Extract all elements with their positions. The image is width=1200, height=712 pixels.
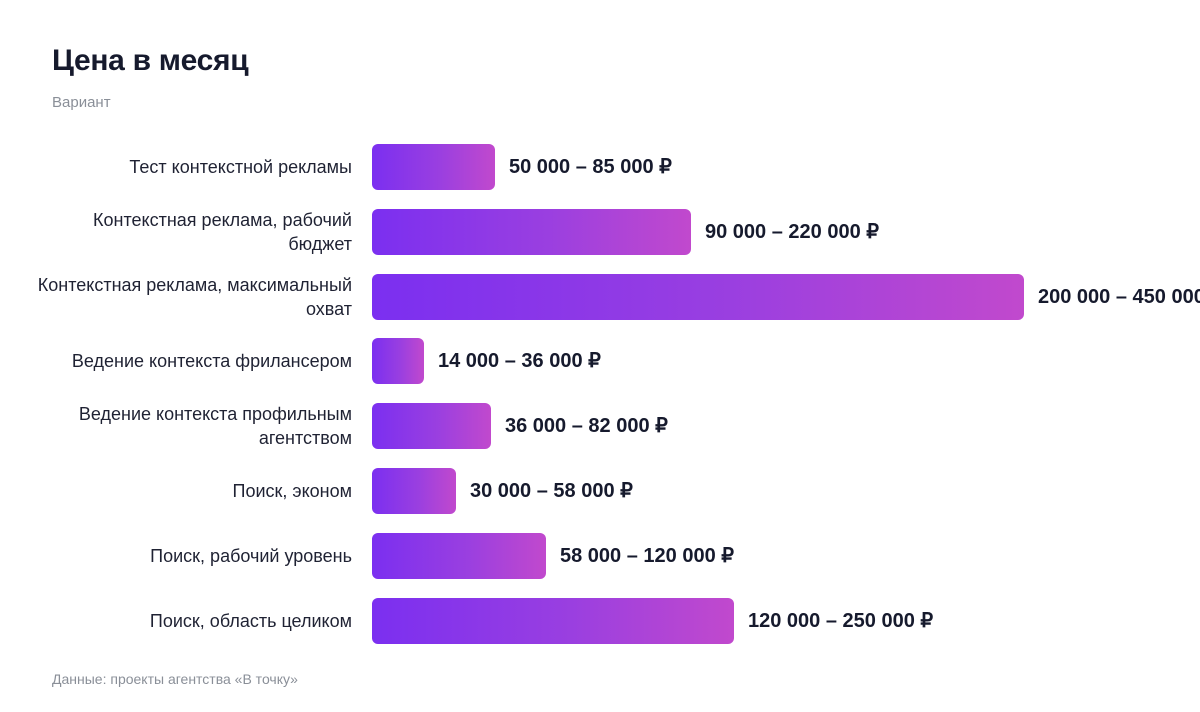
chart-source-note: Данные: проекты агентства «В точку»	[52, 671, 298, 687]
value-label: 120 000 – 250 000 ₽	[748, 609, 934, 632]
bar	[372, 532, 546, 579]
value-label: 50 000 – 85 000 ₽	[509, 156, 672, 178]
bar	[372, 273, 1024, 320]
value-label: 58 000 – 120 000 ₽	[560, 544, 734, 567]
chart-title: Цена в месяц	[52, 44, 249, 77]
bar	[372, 597, 734, 644]
bar	[372, 338, 424, 385]
category-label: Тест контекстной рекламы	[129, 157, 352, 177]
value-label: 200 000 – 450 000 ₽	[1038, 285, 1200, 308]
chart-subtitle: Вариант	[52, 94, 111, 111]
category-label: Ведение контекста фрилансером	[71, 351, 352, 372]
category-label: Поиск, рабочий уровень	[150, 545, 352, 566]
value-label: 90 000 – 220 000 ₽	[705, 220, 879, 243]
category-label: Контекстная реклама, рабочий бюджет	[93, 209, 352, 254]
category-label: Поиск, эконом	[232, 481, 352, 501]
bar	[372, 403, 491, 450]
bar	[372, 208, 691, 255]
value-label: 14 000 – 36 000 ₽	[438, 350, 601, 373]
category-label: Контекстная реклама, максимальный охват	[37, 274, 352, 319]
value-label: 30 000 – 58 000 ₽	[470, 480, 633, 502]
bar	[372, 144, 495, 190]
value-label: 36 000 – 82 000 ₽	[505, 415, 668, 438]
category-label: Поиск, область целиком	[149, 610, 352, 631]
bar	[372, 468, 456, 514]
category-label: Ведение контекста профильным агентством	[78, 404, 352, 449]
